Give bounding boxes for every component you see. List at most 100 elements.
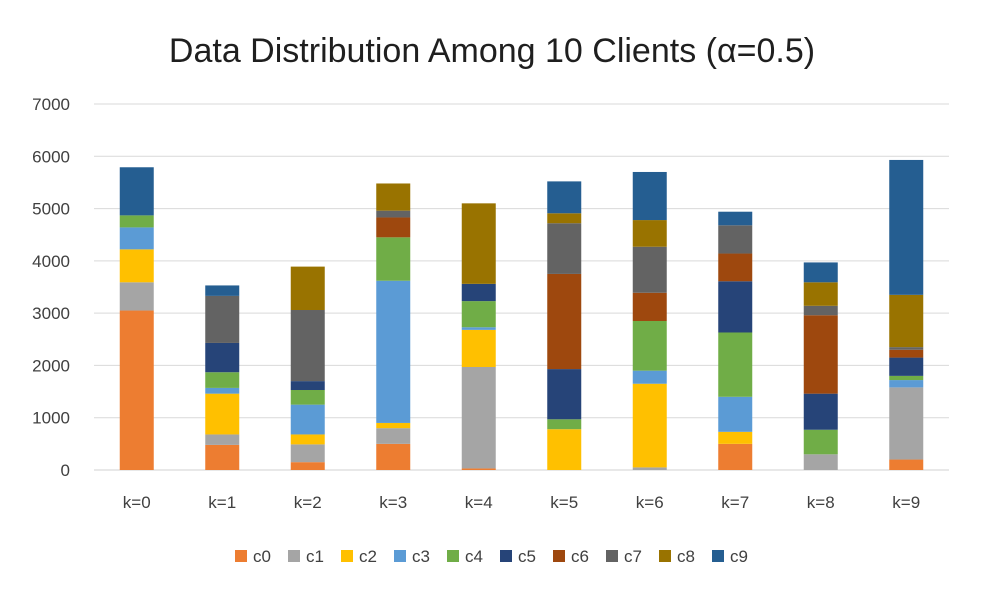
- legend-label-c7: c7: [624, 547, 642, 566]
- bar-segment-c9-k=1: [205, 285, 240, 296]
- legend-label-c5: c5: [518, 547, 536, 566]
- bar-segment-c3-k=4: [461, 327, 496, 330]
- bar-segment-c4-k=1: [205, 372, 240, 388]
- bar-segment-c1-k=4: [461, 366, 496, 469]
- bar-segment-c5-k=4: [461, 283, 496, 302]
- legend-label-c4: c4: [465, 547, 483, 566]
- legend-swatch-c0: [235, 550, 247, 562]
- bar-segment-c8-k=5: [547, 213, 582, 224]
- bar-segment-c2-k=6: [632, 383, 667, 468]
- bar-segment-c9-k=6: [632, 171, 667, 221]
- legend-swatch-c8: [659, 550, 671, 562]
- x-tick-label: k=5: [550, 493, 578, 512]
- bar-segment-c4-k=5: [547, 419, 582, 430]
- legend: c0 c1 c2 c3 c4 c5 c6 c7 c8 c9: [235, 547, 748, 566]
- y-tick-label: 6000: [32, 147, 70, 166]
- y-tick-label: 7000: [32, 95, 70, 114]
- legend-label-c2: c2: [359, 547, 377, 566]
- bar-segment-c5-k=2: [290, 381, 325, 391]
- y-axis-ticks: 0 1000 2000 3000 4000 5000 6000 7000: [32, 95, 70, 480]
- x-tick-label: k=3: [379, 493, 407, 512]
- bar-segment-c8-k=4: [461, 203, 496, 284]
- bar-segment-c9-k=0: [119, 167, 154, 216]
- legend-swatch-c5: [500, 550, 512, 562]
- bar-segment-c2-k=1: [205, 393, 240, 435]
- y-tick-label: 0: [61, 461, 70, 480]
- bar-segment-c2-k=2: [290, 434, 325, 445]
- legend-label-c8: c8: [677, 547, 695, 566]
- bar-segment-c4-k=7: [718, 332, 753, 397]
- bar-segment-c7-k=3: [376, 210, 411, 218]
- bar-segment-c3-k=3: [376, 280, 411, 423]
- legend-swatch-c9: [712, 550, 724, 562]
- bar-segment-c5-k=8: [803, 393, 838, 430]
- bar-segment-c7-k=2: [290, 310, 325, 382]
- bar-segment-c1-k=9: [889, 387, 924, 460]
- bar-segment-c1-k=1: [205, 434, 240, 445]
- bar-segment-c0-k=9: [889, 459, 924, 470]
- bar-segment-c1-k=8: [803, 454, 838, 470]
- bar-segment-c8-k=8: [803, 282, 838, 306]
- bar-segment-c5-k=5: [547, 369, 582, 420]
- bar-segment-c8-k=3: [376, 183, 411, 211]
- legend-swatch-c6: [553, 550, 565, 562]
- bar-segment-c0-k=4: [461, 468, 496, 470]
- bars: [119, 159, 924, 470]
- bar-segment-c0-k=0: [119, 310, 154, 470]
- bar-segment-c6-k=9: [889, 349, 924, 358]
- y-tick-label: 2000: [32, 356, 70, 375]
- bar-segment-c1-k=6: [632, 467, 667, 470]
- bar-segment-c7-k=5: [547, 223, 582, 274]
- bar-segment-c5-k=1: [205, 342, 240, 373]
- bar-segment-c3-k=9: [889, 380, 924, 388]
- bar-segment-c4-k=9: [889, 375, 924, 381]
- bar-segment-c4-k=3: [376, 237, 411, 281]
- bar-segment-c4-k=0: [119, 215, 154, 228]
- bar-segment-c2-k=4: [461, 329, 496, 367]
- bar-segment-c0-k=2: [290, 462, 325, 470]
- chart-title: Data Distribution Among 10 Clients (α=0.…: [169, 32, 815, 70]
- bar-segment-c6-k=5: [547, 273, 582, 370]
- bar-segment-c1-k=0: [119, 282, 154, 311]
- y-tick-label: 1000: [32, 409, 70, 428]
- bar-segment-c7-k=1: [205, 295, 240, 343]
- bar-segment-c9-k=9: [889, 159, 924, 295]
- bar-segment-c5-k=7: [718, 281, 753, 333]
- y-tick-label: 4000: [32, 252, 70, 271]
- x-tick-label: k=6: [636, 493, 664, 512]
- x-tick-label: k=4: [465, 493, 493, 512]
- x-tick-label: k=2: [294, 493, 322, 512]
- bar-segment-c4-k=4: [461, 301, 496, 328]
- legend-swatch-c2: [341, 550, 353, 562]
- y-tick-label: 3000: [32, 304, 70, 323]
- bar-segment-c0-k=3: [376, 443, 411, 470]
- bar-segment-c3-k=0: [119, 227, 154, 250]
- bar-segment-c1-k=2: [290, 444, 325, 463]
- y-tick-label: 5000: [32, 200, 70, 219]
- bar-segment-c4-k=2: [290, 390, 325, 405]
- bar-segment-c2-k=7: [718, 431, 753, 444]
- bar-segment-c9-k=7: [718, 211, 753, 226]
- legend-swatch-c3: [394, 550, 406, 562]
- bar-segment-c4-k=6: [632, 320, 667, 371]
- legend-label-c0: c0: [253, 547, 271, 566]
- bar-segment-c8-k=6: [632, 220, 667, 247]
- bar-segment-c3-k=1: [205, 387, 240, 394]
- bar-segment-c2-k=5: [547, 429, 582, 470]
- bar-segment-c3-k=6: [632, 370, 667, 384]
- bar-segment-c7-k=8: [803, 305, 838, 316]
- bar-segment-c2-k=0: [119, 249, 154, 283]
- bar-segment-c8-k=2: [290, 266, 325, 311]
- legend-swatch-c1: [288, 550, 300, 562]
- bar-segment-c9-k=8: [803, 262, 838, 283]
- bar-segment-c2-k=3: [376, 422, 411, 429]
- x-tick-label: k=1: [208, 493, 236, 512]
- bar-segment-c4-k=8: [803, 429, 838, 455]
- bar-segment-c3-k=7: [718, 396, 753, 432]
- bar-segment-c1-k=3: [376, 428, 411, 444]
- legend-label-c3: c3: [412, 547, 430, 566]
- x-tick-label: k=0: [123, 493, 151, 512]
- bar-segment-c5-k=9: [889, 357, 924, 376]
- x-tick-label: k=8: [807, 493, 835, 512]
